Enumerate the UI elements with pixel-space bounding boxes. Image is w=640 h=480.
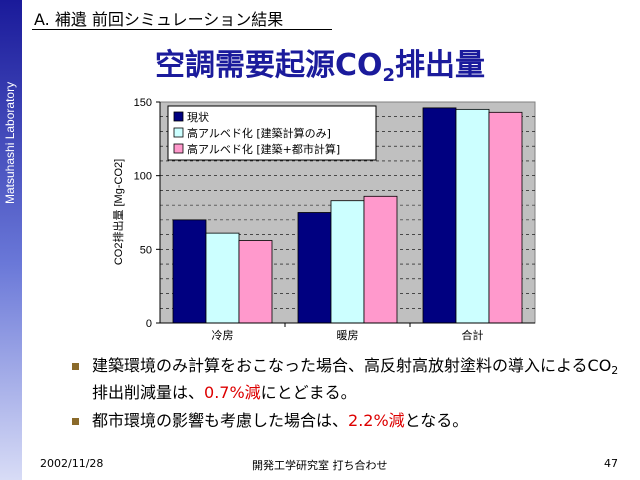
footer-meeting: 開発工学研究室 打ち合わせ [252, 459, 388, 472]
bar-3-2 [455, 108, 490, 324]
bullet-2-text: 都市環境の影響も考慮した場合は、 [92, 411, 349, 430]
x-tick-labels: 冷房 暖房 合計 [212, 328, 484, 342]
y-tick-label: 50 [140, 244, 152, 256]
y-axis-label: CO2排出量 [Mg-CO2] [111, 159, 125, 265]
axes [156, 101, 535, 327]
legend-swatch [173, 111, 184, 122]
bar-2-3 [363, 195, 398, 324]
bullet-1-highlight: 0.7%減 [204, 383, 261, 402]
bullet-list: 建築環境のみ計算をおこなった場合、高反射高放射塗料の導入によるCO2 排出削減量は… [72, 355, 632, 432]
bar-3-1 [422, 107, 457, 324]
y-tick-label: 100 [134, 171, 152, 183]
bar-1-3 [238, 240, 273, 324]
bullet-marker [72, 418, 79, 425]
legend-box [167, 105, 377, 161]
bar-2-2 [330, 200, 365, 324]
bullet-1-text-cont: 排出削減量は、 [92, 383, 205, 402]
bar-1-1 [172, 219, 207, 324]
section-title: A. 補遺 前回シミュレーション結果 [34, 10, 284, 29]
bullet-1-tail: にとどまる。 [260, 383, 357, 402]
page-number: 47 [604, 457, 618, 470]
legend-swatch [173, 127, 184, 138]
bullet-2-tail: となる。 [404, 411, 469, 430]
slide-title: 空調需要起源CO2排出量 [0, 40, 640, 86]
y-tick-label: 0 [146, 318, 152, 330]
y-tick-label: 150 [134, 97, 152, 109]
y-tick-labels: 0 50 100 150 [134, 97, 152, 330]
footer-date: 2002/11/28 [40, 457, 104, 470]
x-tick-label: 冷房 [212, 329, 234, 342]
bullet-item: 都市環境の影響も考慮した場合は、2.2%減となる。 [72, 410, 632, 432]
bar-2-1 [297, 212, 332, 324]
legend-entry: 現状 [187, 110, 209, 124]
legend-swatch [173, 143, 184, 154]
legend-entry: 高アルベド化 [建築計算のみ] [187, 126, 331, 140]
bullet-marker [72, 363, 79, 370]
co2-emission-chart: 0 50 100 150 冷房 暖房 合計 CO2排出量 [Mg-CO2] 現状高アルベド… [111, 97, 536, 342]
x-tick-label: 暖房 [337, 329, 359, 342]
bar-3-3 [488, 111, 523, 324]
sidebar-band: Matsuhashi Laboratory [0, 0, 22, 480]
bullet-item: 建築環境のみ計算をおこなった場合、高反射高放射塗料の導入によるCO2 排出削減量は… [72, 355, 632, 404]
bar-1-2 [205, 232, 240, 324]
slide-title-tail: 排出量 [395, 48, 486, 83]
bullet-1-text: 建築環境のみ計算をおこなった場合、高反射高放射塗料の導入によるCO [92, 356, 612, 375]
legend-entry: 高アルベド化 [建築+都市計算] [187, 142, 340, 156]
bullet-2-highlight: 2.2%減 [348, 411, 405, 430]
section-title-underline [32, 29, 332, 30]
slide-title-subscript: 2 [382, 65, 396, 86]
x-tick-label: 合計 [462, 328, 484, 342]
sidebar-lab-name: Matsuhashi Laboratory [3, 81, 17, 204]
bullet-1-subscript: 2 [611, 364, 619, 377]
bars [172, 107, 523, 324]
slide-title-main: 空調需要起源CO [154, 48, 383, 83]
